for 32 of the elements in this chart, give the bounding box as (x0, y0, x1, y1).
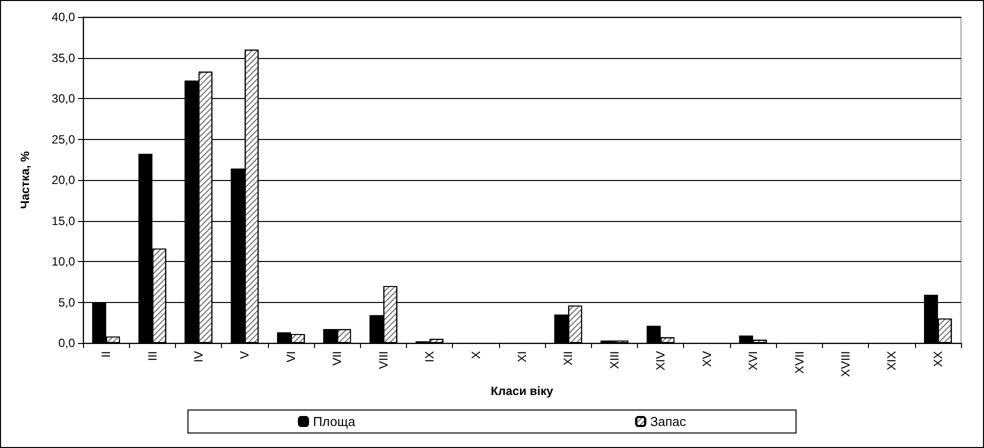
x-tick-label: XVIII (838, 351, 852, 378)
x-axis-title: Класи віку (490, 384, 554, 398)
y-tick-label: 5,0 (58, 295, 76, 310)
x-tick-label: XVII (792, 351, 806, 374)
legend-label: Запас (650, 414, 687, 429)
x-tick-label: X (468, 351, 483, 360)
x-tick-label: VII (330, 351, 344, 366)
x-tick-label: XIII (607, 351, 622, 370)
y-tick-label: 20,0 (52, 173, 76, 187)
x-tick-label: XIX (884, 351, 899, 370)
legend-label: Площа (312, 414, 356, 429)
x-tick-label: XX (930, 351, 945, 368)
x-tick-label: IX (422, 351, 437, 362)
y-tick-label: 25,0 (52, 132, 76, 146)
x-tick-label: II (99, 351, 114, 358)
y-tick-label: 10,0 (52, 254, 76, 268)
x-tick-label: VIII (376, 351, 390, 370)
y-axis-title: Частка, % (18, 150, 32, 209)
x-tick-label: XI (515, 351, 529, 362)
y-tick-label: 30,0 (52, 92, 76, 106)
x-tick-label: VI (284, 351, 298, 362)
x-tick-label: XV (700, 351, 714, 368)
y-tick-label: 15,0 (52, 214, 76, 228)
x-tick-label: XIV (654, 351, 668, 370)
x-tick-label: XII (561, 351, 576, 366)
y-tick-label: 0,0 (58, 336, 76, 350)
x-tick-label: III (145, 351, 160, 362)
y-tick-label: 35,0 (52, 50, 76, 65)
y-tick-label: 40,0 (52, 10, 76, 24)
x-tick-label: IV (192, 351, 206, 362)
x-tick-label: V (238, 351, 252, 360)
x-tick-label: XVI (746, 351, 760, 370)
